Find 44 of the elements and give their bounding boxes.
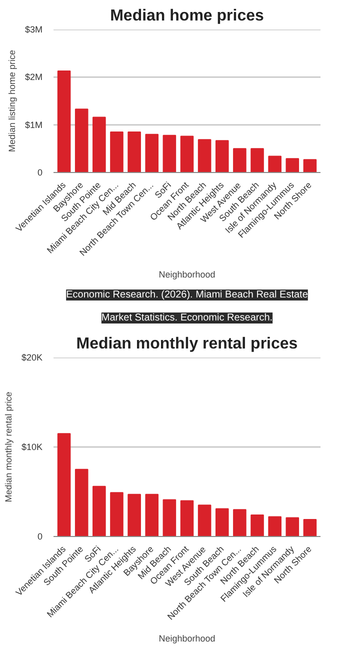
y-axis-title: Median monthly rental price (3, 392, 14, 502)
y-tick-label: $3M (24, 24, 43, 34)
bar (215, 140, 229, 172)
bar (180, 136, 194, 172)
bar (286, 158, 300, 172)
y-axis-title: Median listing home price (6, 50, 17, 152)
x-axis-title: Neighborhood (158, 633, 216, 644)
bar (303, 159, 317, 172)
y-tick-label: $2M (24, 72, 43, 82)
chart-title: Median home prices (110, 8, 264, 24)
bar (250, 514, 264, 536)
bar (198, 504, 212, 536)
chart-title: Median monthly rental prices (76, 336, 298, 352)
bar (162, 134, 176, 172)
y-tick-label: $1M (24, 120, 43, 130)
y-tick-label: 0 (37, 532, 43, 542)
bar (110, 492, 124, 536)
x-axis-title: Neighborhood (158, 269, 216, 280)
bar (286, 517, 300, 536)
bar (128, 494, 141, 536)
bar (162, 499, 176, 536)
bar (128, 131, 141, 172)
bar (233, 509, 246, 536)
y-tick-label: $10K (21, 442, 43, 452)
bar (110, 131, 124, 172)
bar (145, 494, 159, 536)
y-tick-label: 0 (37, 168, 43, 178)
bar (145, 134, 159, 172)
bar (92, 116, 106, 172)
bar (92, 486, 106, 536)
bar (268, 156, 282, 172)
bar (74, 108, 88, 172)
bar (57, 433, 71, 536)
bar (74, 468, 88, 536)
y-tick-label: $20K (21, 352, 43, 362)
bar (57, 70, 71, 172)
bar (250, 148, 264, 172)
text: Economic Research. (2026). Miami Beach Real Estate Market Statistics. Economic Research. (66, 290, 308, 324)
bar (198, 139, 212, 172)
bar (268, 516, 282, 536)
bar (180, 500, 194, 536)
bar (215, 508, 229, 536)
bar (303, 518, 317, 536)
bar (233, 148, 246, 172)
